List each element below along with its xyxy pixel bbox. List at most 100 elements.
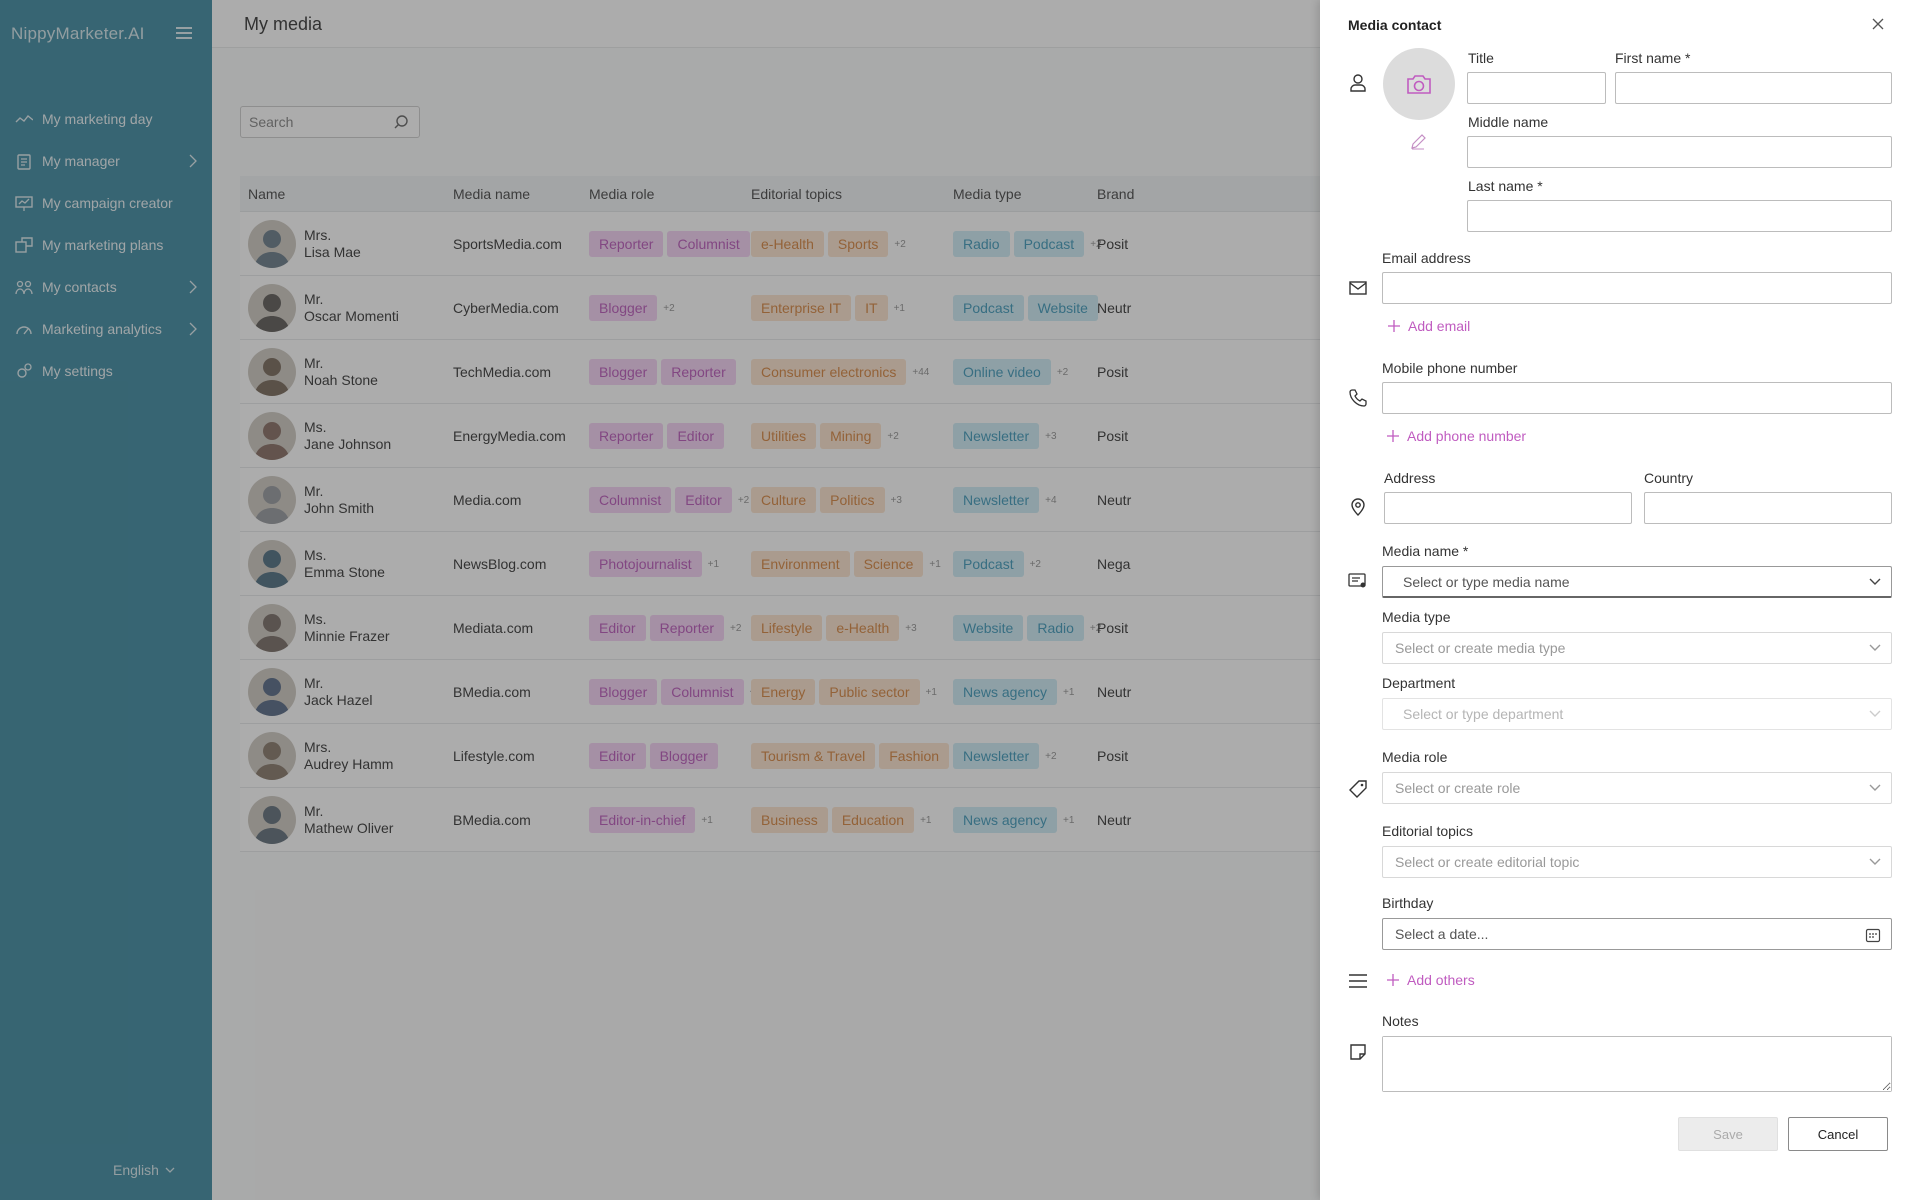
more-count[interactable]: +1: [925, 686, 937, 698]
last-name-field[interactable]: [1467, 200, 1892, 232]
more-count[interactable]: +1: [893, 302, 905, 314]
notes-textarea[interactable]: [1383, 1037, 1891, 1091]
more-count[interactable]: +1: [1063, 686, 1075, 698]
column-header-media-type[interactable]: Media type: [953, 186, 1022, 202]
column-header-editorial-topics[interactable]: Editorial topics: [751, 186, 843, 202]
sidebar-item-my-settings[interactable]: My settings: [0, 350, 212, 392]
more-count[interactable]: +2: [1089, 622, 1102, 634]
more-count[interactable]: +1: [707, 558, 720, 570]
contact-name[interactable]: Noah Stone: [304, 372, 378, 388]
country-field[interactable]: [1644, 492, 1892, 524]
media-name-select[interactable]: Select or type media name: [1382, 566, 1892, 598]
add-email-link[interactable]: Add email: [1388, 318, 1470, 334]
contact-name[interactable]: John Smith: [304, 500, 375, 516]
contact-name[interactable]: Lisa Mae: [304, 244, 361, 260]
last-name-input[interactable]: [1468, 201, 1891, 231]
column-header-brand[interactable]: Brand: [1097, 186, 1135, 202]
phone-field[interactable]: [1382, 382, 1892, 414]
column-header-media-name[interactable]: Media name: [453, 186, 531, 202]
sidebar-item-my-campaign-creator[interactable]: My campaign creator: [0, 182, 212, 224]
title-field[interactable]: [1467, 72, 1606, 104]
contact-name[interactable]: Jane Johnson: [304, 436, 392, 452]
address-field[interactable]: [1384, 492, 1632, 524]
more-count[interactable]: +2: [737, 494, 750, 506]
more-count[interactable]: +1: [929, 558, 941, 570]
column-header-media-role[interactable]: Media role: [589, 186, 655, 202]
more-count[interactable]: +2: [1090, 238, 1102, 250]
contact-name[interactable]: Emma Stone: [304, 564, 385, 580]
hamburger-menu-icon[interactable]: [176, 27, 192, 39]
brand-sentiment-cell: Neutr: [1097, 684, 1132, 700]
role-tag: Editor-in-chief: [589, 807, 696, 833]
birthday-picker[interactable]: Select a date...: [1382, 918, 1892, 950]
sidebar-item-my-manager[interactable]: My manager: [0, 140, 212, 182]
topic-tag: Education: [831, 807, 915, 833]
tag-icon: [1349, 780, 1367, 798]
contact-name[interactable]: Oscar Momenti: [304, 308, 399, 324]
save-button[interactable]: Save: [1678, 1117, 1778, 1151]
more-count[interactable]: +3: [1045, 430, 1057, 442]
role-tag: Reporter: [649, 615, 725, 641]
more-count[interactable]: +2: [887, 430, 899, 442]
editorial-topics-select[interactable]: Select or create editorial topic: [1382, 846, 1892, 878]
more-count[interactable]: +2: [1029, 558, 1041, 570]
media-role-select[interactable]: Select or create role: [1382, 772, 1892, 804]
department-select[interactable]: Select or type department: [1382, 698, 1892, 730]
more-count[interactable]: +1: [1063, 814, 1075, 826]
contact-name[interactable]: Jack Hazel: [304, 692, 373, 708]
modal-overlay[interactable]: [0, 0, 1320, 1200]
country-input[interactable]: [1645, 493, 1891, 523]
birthday-label: Birthday: [1382, 895, 1434, 911]
role-tag: Editor: [589, 743, 646, 769]
sidebar-item-my-marketing-day[interactable]: My marketing day: [0, 98, 212, 140]
more-count[interactable]: +2: [730, 622, 742, 634]
contact-name[interactable]: Mathew Oliver: [304, 820, 394, 836]
more-count[interactable]: +1: [701, 814, 713, 826]
first-name-field[interactable]: [1615, 72, 1892, 104]
contact-name[interactable]: Audrey Hamm: [304, 756, 394, 772]
media-name-cell: SportsMedia.com: [453, 236, 562, 252]
more-count[interactable]: +44: [912, 366, 930, 378]
email-field[interactable]: [1382, 272, 1892, 304]
sidebar-item-marketing-analytics[interactable]: Marketing analytics: [0, 308, 212, 350]
notes-field[interactable]: [1382, 1036, 1892, 1092]
close-icon[interactable]: [1870, 16, 1886, 32]
language-selector[interactable]: English: [113, 1162, 175, 1178]
search-icon[interactable]: [393, 114, 409, 130]
edit-pencil-icon[interactable]: [1409, 133, 1427, 151]
search-input[interactable]: [249, 108, 389, 136]
first-name-label: First name *: [1615, 50, 1691, 66]
middle-name-input[interactable]: [1468, 137, 1891, 167]
salutation: Mrs.: [304, 227, 332, 243]
more-count[interactable]: +2: [663, 302, 675, 314]
media-type-select[interactable]: Select or create media type: [1382, 632, 1892, 664]
photo-upload[interactable]: [1383, 48, 1455, 120]
calendar-icon[interactable]: [1865, 927, 1881, 943]
email-label: Email address: [1382, 250, 1471, 266]
more-count[interactable]: +2: [1045, 750, 1057, 762]
sidebar-item-my-contacts[interactable]: My contacts: [0, 266, 212, 308]
address-input[interactable]: [1385, 493, 1631, 523]
add-phone-link[interactable]: Add phone number: [1387, 428, 1526, 444]
email-input[interactable]: [1383, 273, 1891, 303]
middle-name-field[interactable]: [1467, 136, 1892, 168]
cancel-button[interactable]: Cancel: [1788, 1117, 1888, 1151]
search-box[interactable]: [240, 106, 420, 138]
role-tag: Reporter: [589, 423, 664, 449]
more-count[interactable]: +2: [1056, 366, 1069, 378]
add-others-link[interactable]: Add others: [1387, 972, 1475, 988]
column-header-name[interactable]: Name: [248, 186, 286, 202]
more-count[interactable]: +2: [894, 238, 906, 250]
sidebar-item-my-marketing-plans[interactable]: My marketing plans: [0, 224, 212, 266]
first-name-input[interactable]: [1616, 73, 1891, 103]
department-placeholder: Select or type department: [1403, 706, 1564, 722]
phone-input[interactable]: [1383, 383, 1891, 413]
topic-tag: Energy: [751, 679, 816, 705]
more-count[interactable]: +1: [920, 814, 932, 826]
title-input[interactable]: [1468, 73, 1605, 103]
media-name-cell: TechMedia.com: [453, 364, 552, 380]
more-count[interactable]: +3: [890, 494, 902, 506]
more-count[interactable]: +4: [1045, 494, 1057, 506]
contact-name[interactable]: Minnie Frazer: [304, 628, 390, 644]
more-count[interactable]: +3: [905, 622, 917, 634]
